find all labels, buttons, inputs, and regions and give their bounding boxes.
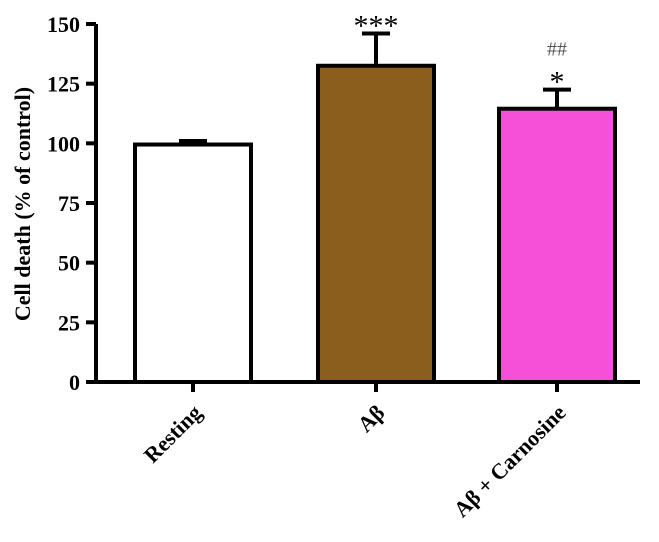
significance-star: ***	[354, 10, 399, 43]
bars	[133, 31, 617, 385]
significance-hash: ##	[547, 39, 567, 61]
bar	[133, 142, 253, 384]
x-tick-label: Aβ + Carnosine	[449, 400, 571, 522]
y-tick-label: 150	[47, 12, 80, 37]
labels: 0 25 50 75 100 125 150 Resting Aβ Aβ + Carnosine *…	[47, 10, 571, 522]
significance-star: *	[550, 66, 565, 99]
bar	[497, 106, 617, 385]
y-axis-label: Cell death (% of control)	[10, 87, 35, 321]
bar	[316, 63, 436, 385]
y-tick-label: 100	[47, 131, 80, 156]
x-tick-label: Aβ	[352, 400, 389, 437]
y-tick-label: 50	[58, 251, 80, 276]
y-tick-label: 25	[58, 310, 80, 335]
x-tick-label: Resting	[139, 400, 207, 468]
y-tick-label: 75	[58, 191, 80, 216]
y-tick-label: 125	[47, 72, 80, 97]
y-tick-label: 0	[69, 370, 80, 395]
